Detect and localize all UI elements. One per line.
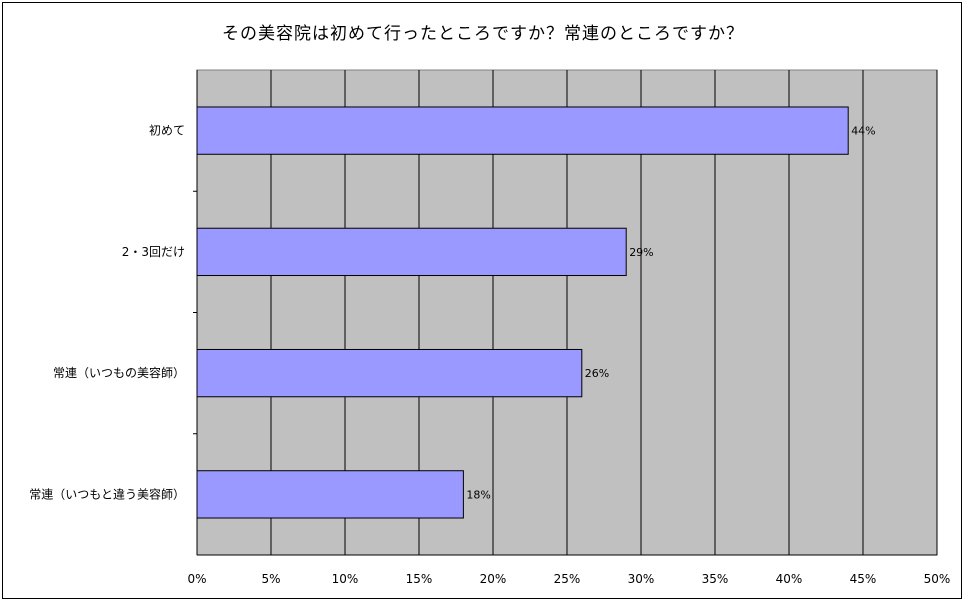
data-label: 44% bbox=[851, 125, 875, 138]
category-label: 初めて bbox=[149, 124, 185, 138]
plot-area: 0% 5% 10% 15% 20% 25% 30% 35% 40% 45% 50% 初めて 44% 2・3… bbox=[29, 69, 951, 586]
x-tick-label: 10% bbox=[332, 572, 359, 586]
x-tick-label: 45% bbox=[850, 572, 877, 586]
data-label: 18% bbox=[466, 488, 490, 501]
x-tick-label: 25% bbox=[554, 572, 581, 586]
data-label: 29% bbox=[629, 246, 653, 259]
x-tick-label: 15% bbox=[406, 572, 433, 586]
x-tick-label: 40% bbox=[776, 572, 803, 586]
x-tick-label: 0% bbox=[187, 572, 206, 586]
x-tick-label: 30% bbox=[628, 572, 655, 586]
bar bbox=[196, 348, 583, 398]
chart-title: その美容院は初めて行ったところですか？常連のところですか？ bbox=[222, 24, 744, 44]
category-label: 常連（いつもと違う美容師） bbox=[29, 486, 185, 501]
bar bbox=[196, 106, 849, 155]
bar bbox=[196, 470, 464, 519]
x-tick-label: 20% bbox=[480, 572, 507, 586]
x-tick-label: 50% bbox=[924, 572, 951, 586]
category-label: 常連（いつもの美容師） bbox=[53, 365, 185, 380]
x-tick-label: 35% bbox=[702, 572, 729, 586]
category-label: 2・3回だけ bbox=[122, 245, 185, 259]
bar bbox=[196, 227, 627, 277]
x-tick-label: 5% bbox=[261, 572, 280, 586]
data-label: 26% bbox=[585, 367, 609, 380]
